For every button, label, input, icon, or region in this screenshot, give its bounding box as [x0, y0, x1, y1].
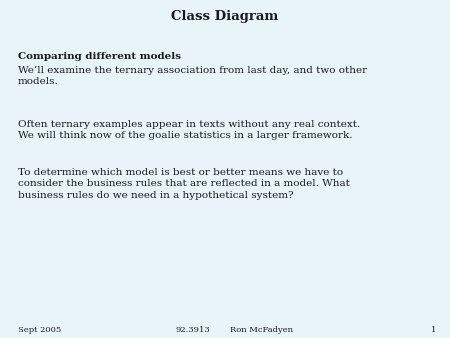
Text: 1: 1 [431, 326, 436, 334]
Text: We’ll examine the ternary association from last day, and two other
models.: We’ll examine the ternary association fr… [18, 66, 367, 87]
Text: Ron McFadyen: Ron McFadyen [230, 326, 293, 334]
Text: 92.3913: 92.3913 [175, 326, 210, 334]
Text: Sept 2005: Sept 2005 [18, 326, 61, 334]
Text: To determine which model is best or better means we have to
consider the busines: To determine which model is best or bett… [18, 168, 350, 200]
Text: Comparing different models: Comparing different models [18, 52, 181, 61]
Text: Often ternary examples appear in texts without any real context.
We will think n: Often ternary examples appear in texts w… [18, 120, 360, 141]
Text: Class Diagram: Class Diagram [171, 10, 279, 23]
